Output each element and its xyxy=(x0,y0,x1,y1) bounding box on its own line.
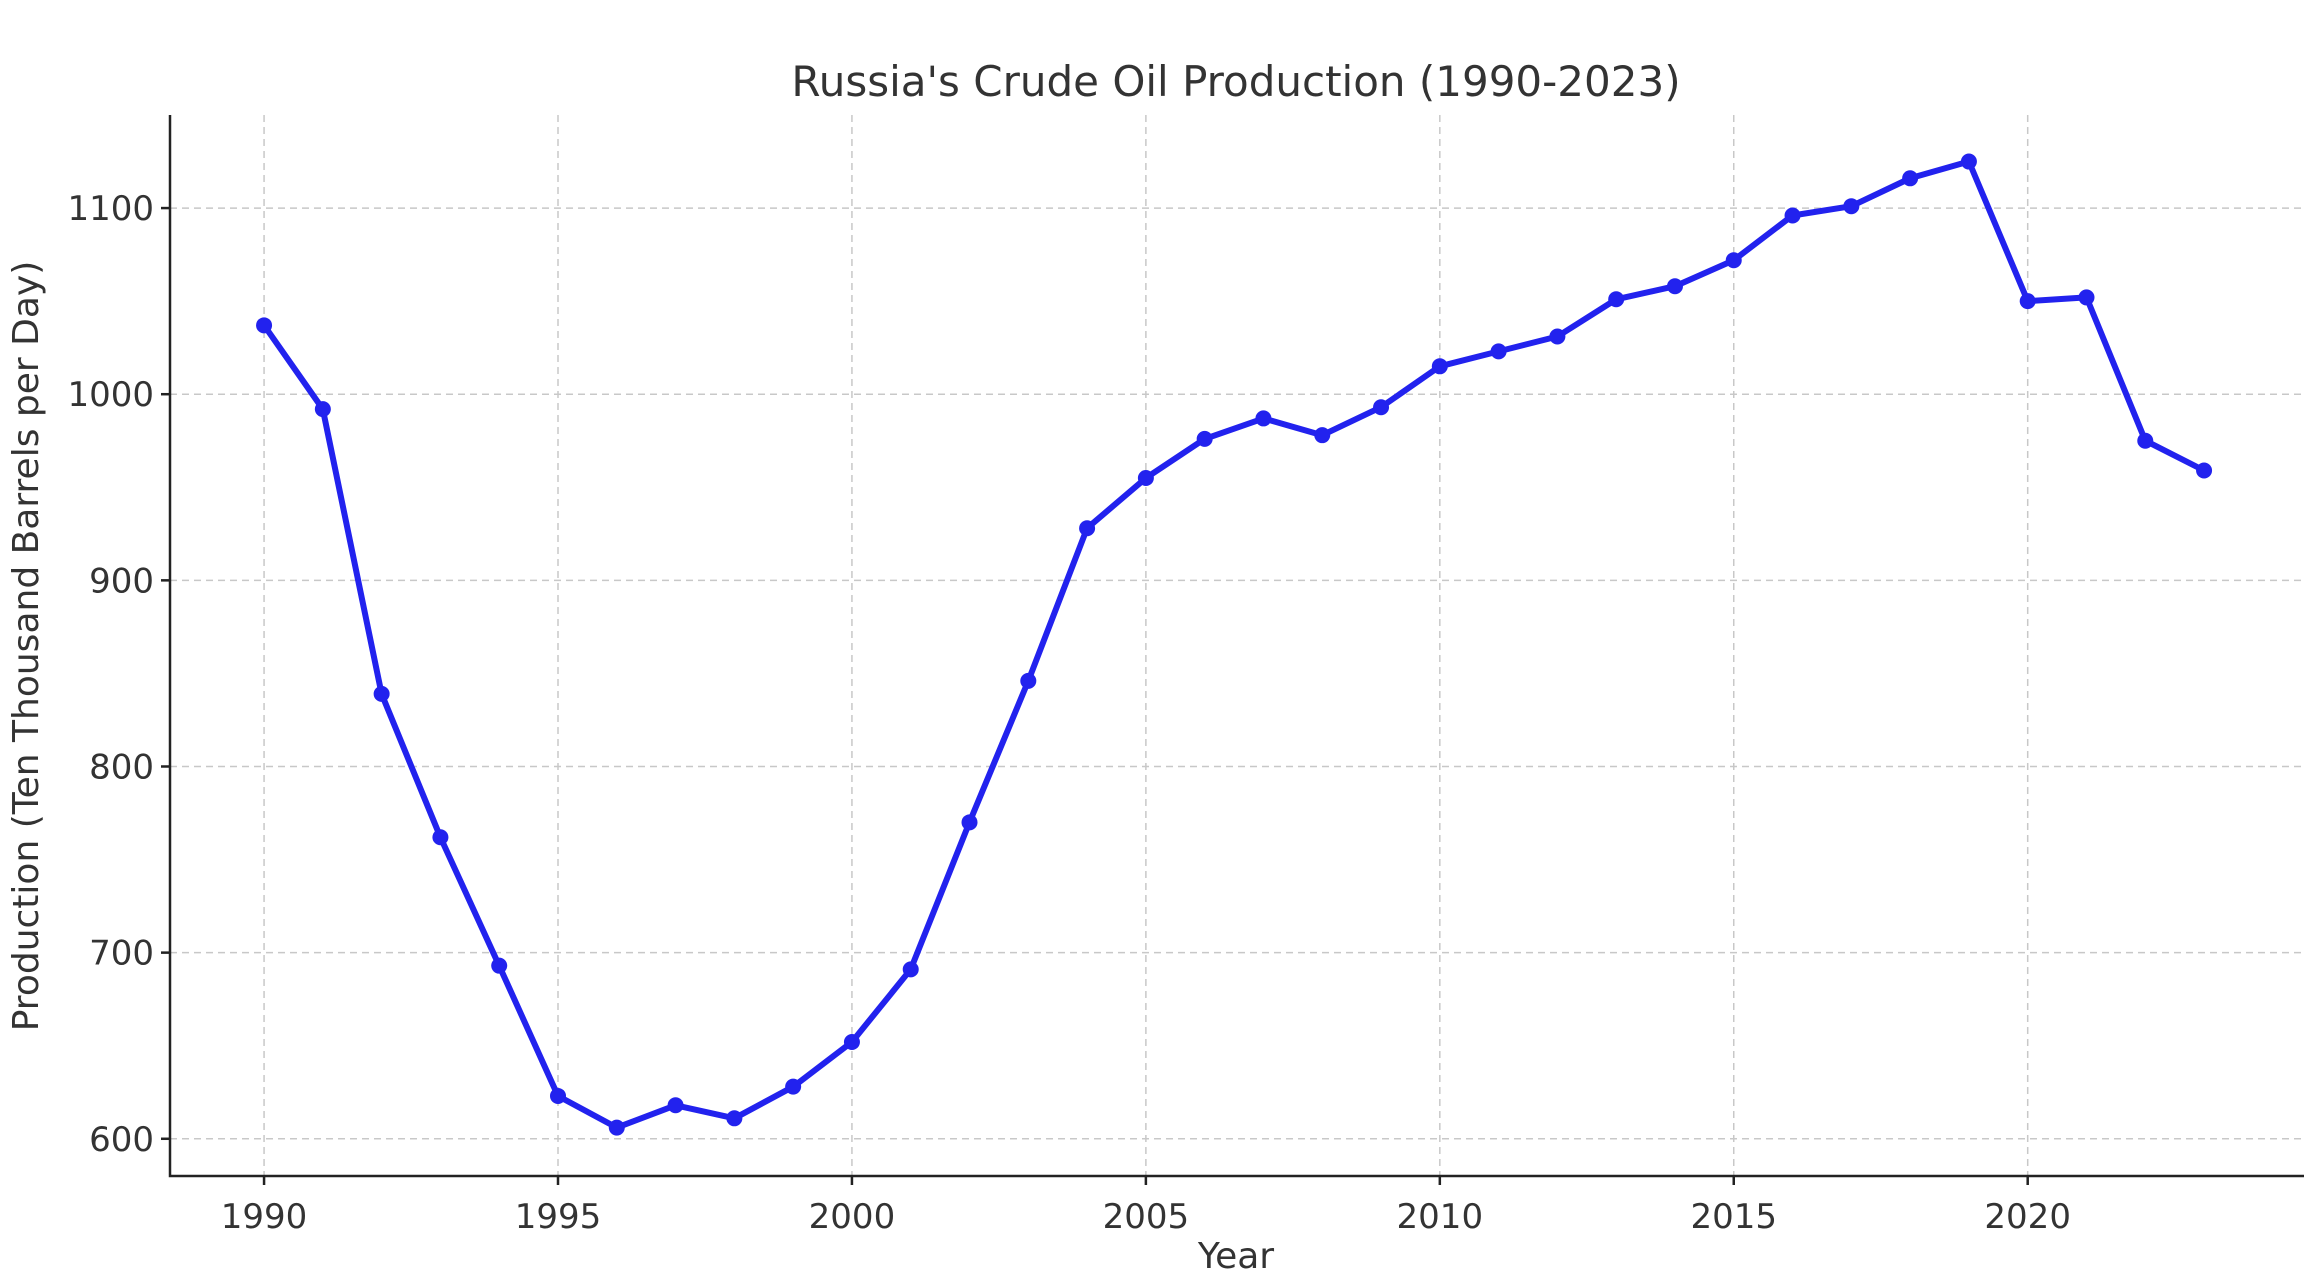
data-point xyxy=(1666,278,1683,295)
data-point xyxy=(2137,432,2154,449)
data-point xyxy=(2019,293,2036,310)
data-point xyxy=(2196,462,2213,479)
y-tick-label: 1100 xyxy=(67,189,154,229)
y-tick-label: 1000 xyxy=(67,375,154,415)
data-point xyxy=(1902,170,1919,187)
data-point xyxy=(491,957,508,974)
y-axis-ticks: 600 700 800 900 1000 1100 xyxy=(67,189,170,1160)
y-tick-label: 900 xyxy=(89,561,154,601)
data-point xyxy=(1490,343,1507,360)
data-point xyxy=(1784,207,1801,224)
data-point xyxy=(550,1087,566,1104)
x-axis-ticks: 1990 1995 2000 2005 2010 2015 2020 xyxy=(221,1176,2071,1237)
data-point xyxy=(432,829,449,846)
data-point xyxy=(1431,358,1448,375)
y-axis-label: Production (Ten Thousand Barrels per Day… xyxy=(6,261,47,1032)
series-line xyxy=(261,158,2208,1131)
x-tick-label: 2005 xyxy=(1103,1197,1190,1237)
x-tick-label: 1995 xyxy=(515,1197,602,1237)
x-tick-label: 2000 xyxy=(809,1197,896,1237)
axis-spines xyxy=(168,115,2304,1178)
data-point xyxy=(961,814,978,831)
data-point xyxy=(1960,153,1977,170)
data-point xyxy=(608,1119,625,1136)
data-point xyxy=(1549,328,1566,345)
axes xyxy=(168,115,2304,1178)
series xyxy=(256,153,2213,1136)
data-point xyxy=(1137,469,1154,486)
data-point xyxy=(1725,252,1742,269)
data-point xyxy=(1373,399,1390,416)
data-point xyxy=(1314,427,1331,444)
x-tick-label: 2020 xyxy=(1984,1197,2071,1237)
chart-title: Russia's Crude Oil Production (1990-2023… xyxy=(791,57,1680,106)
data-point xyxy=(785,1078,802,1095)
data-point xyxy=(1020,672,1037,689)
data-point xyxy=(256,317,273,334)
data-point xyxy=(373,685,390,702)
data-point xyxy=(1608,291,1625,308)
data-point xyxy=(314,401,331,418)
y-tick-label: 600 xyxy=(89,1120,154,1160)
data-point xyxy=(2078,289,2095,306)
data-points xyxy=(256,153,2213,1136)
grid xyxy=(170,115,2304,1176)
data-point xyxy=(667,1097,684,1114)
data-point xyxy=(1843,198,1860,215)
data-point xyxy=(1196,430,1213,447)
x-tick-label: 2010 xyxy=(1397,1197,1484,1237)
data-point xyxy=(726,1110,743,1127)
data-point xyxy=(843,1033,860,1050)
data-point xyxy=(902,961,919,978)
x-tick-label: 1990 xyxy=(221,1197,308,1237)
data-point xyxy=(1079,520,1096,537)
x-axis-label: Year xyxy=(1197,1236,1274,1277)
y-tick-label: 700 xyxy=(89,934,154,974)
x-tick-label: 2015 xyxy=(1690,1197,1777,1237)
data-point xyxy=(1255,410,1272,427)
y-tick-label: 800 xyxy=(89,747,154,787)
